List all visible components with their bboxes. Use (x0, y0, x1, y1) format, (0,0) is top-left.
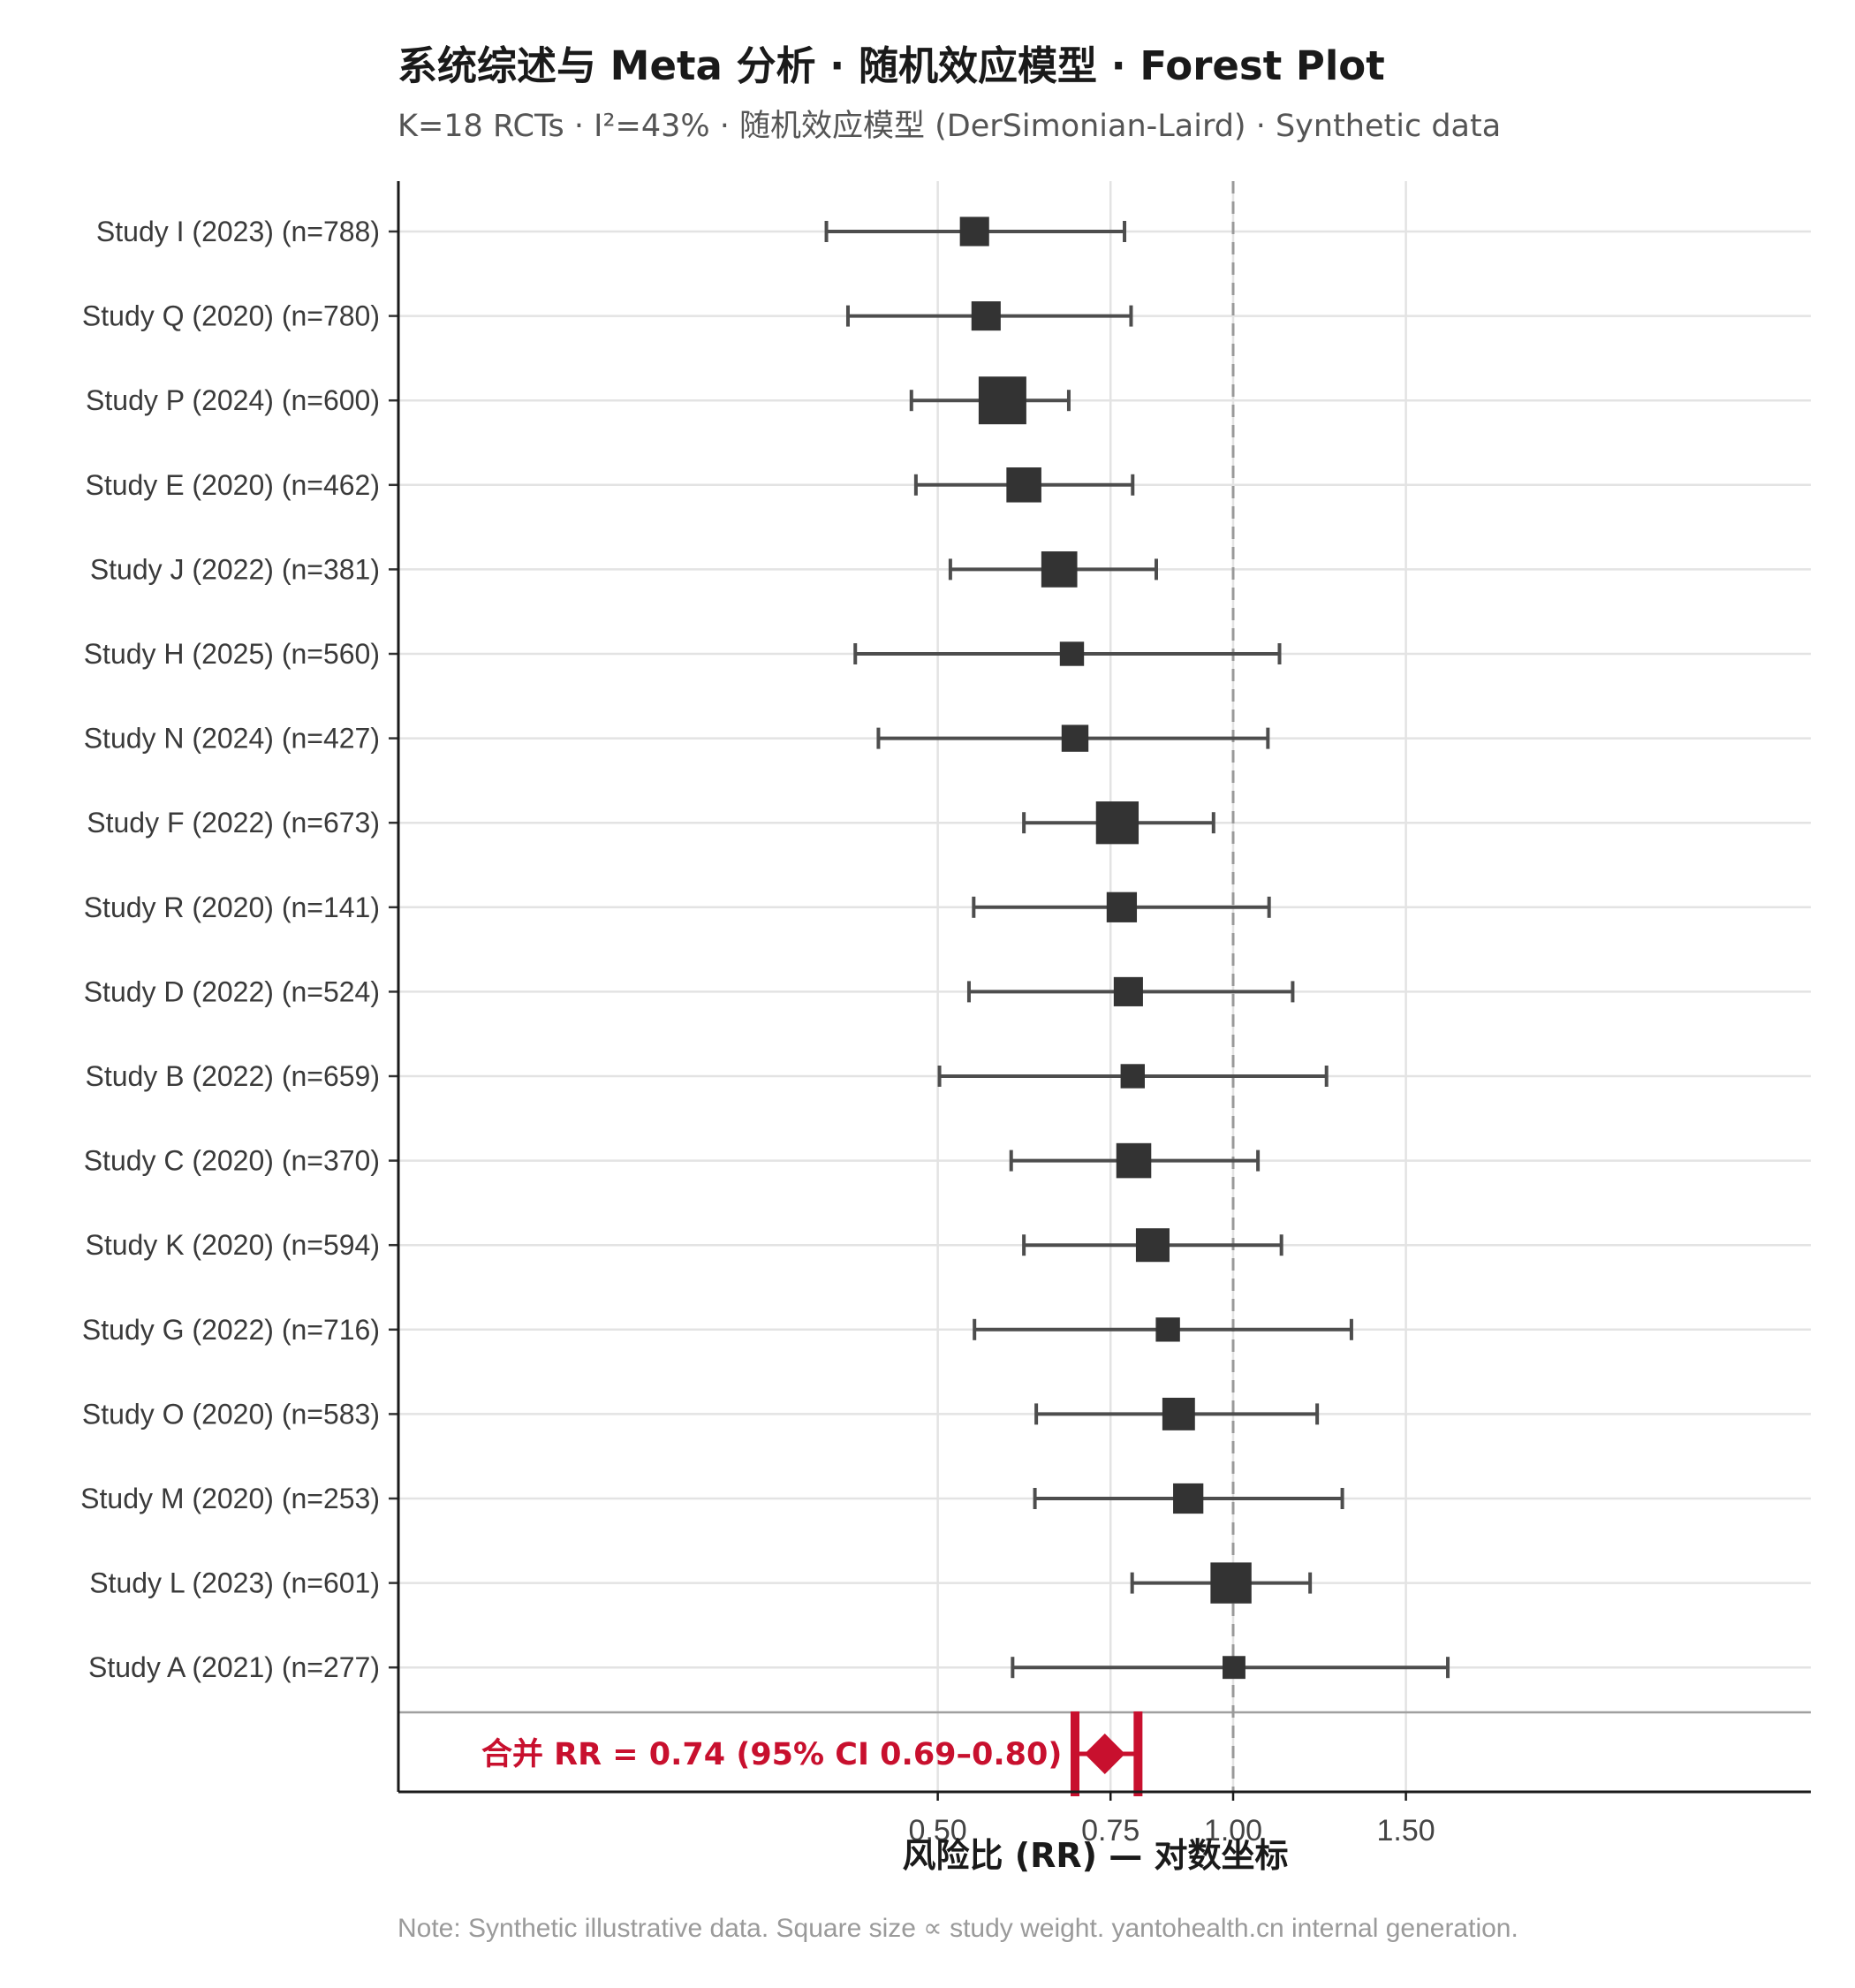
study-row: Study Q (2020) (n=780) (82, 300, 1133, 332)
study-label: Study O (2020) (n=583) (82, 1398, 380, 1430)
pooled-label: 合并 RR = 0.74 (95% CI 0.69–0.80) (481, 1737, 1062, 1772)
study-label: Study I (2023) (n=788) (96, 216, 380, 247)
study-estimate-square (1162, 1397, 1195, 1430)
study-row: Study F (2022) (n=673) (87, 801, 1215, 845)
study-estimate-square (1006, 467, 1041, 503)
x-tick-label: 0.50 (909, 1814, 967, 1848)
study-label: Study A (2021) (n=277) (88, 1651, 380, 1683)
study-label: Study H (2025) (n=560) (84, 638, 380, 670)
study-estimate-square (1059, 641, 1085, 666)
study-estimate-square (971, 301, 1001, 331)
study-estimate-square (1135, 1228, 1170, 1263)
study-label: Study R (2020) (n=141) (84, 892, 380, 923)
study-label: Study D (2022) (n=524) (84, 975, 380, 1007)
study-estimate-square (1095, 801, 1140, 845)
x-tick-label: 1.50 (1377, 1814, 1435, 1848)
study-estimate-square (1223, 1656, 1246, 1680)
footnote: Note: Synthetic illustrative data. Squar… (398, 1914, 1518, 1943)
study-row: Study B (2022) (n=659) (85, 1060, 1329, 1092)
axes (397, 181, 1811, 1794)
x-axis-label: 风险比 (RR) — 对数坐标 (903, 1836, 1289, 1875)
study-row: Study J (2022) (n=381) (90, 551, 1159, 588)
study-estimate-square (978, 376, 1026, 425)
study-estimate-square (1116, 1142, 1152, 1179)
study-label: Study P (2024) (n=600) (86, 384, 380, 416)
gridlines (398, 181, 1811, 1792)
study-row: Study I (2023) (n=788) (96, 216, 1127, 247)
study-label: Study J (2022) (n=381) (90, 553, 380, 585)
study-row: Study P (2024) (n=600) (86, 376, 1071, 425)
x-tick-label: 0.75 (1081, 1814, 1140, 1848)
study-row: Study K (2020) (n=594) (85, 1228, 1283, 1263)
study-label: Study C (2020) (n=370) (84, 1145, 380, 1177)
study-row: Study A (2021) (n=277) (88, 1651, 1450, 1683)
study-label: Study B (2022) (n=659) (85, 1060, 380, 1092)
study-label: Study L (2023) (n=601) (89, 1567, 380, 1599)
study-row: Study M (2020) (n=253) (80, 1483, 1344, 1514)
study-estimate-square (959, 216, 989, 247)
chart-title: 系统综述与 Meta 分析 · 随机效应模型 · Forest Plot (398, 42, 1385, 89)
pooled-ci-high-bar (1133, 1711, 1143, 1796)
study-rows: Study I (2023) (n=788) Study Q (2020) (n=… (80, 216, 1450, 1683)
study-row: Study E (2020) (n=462) (85, 467, 1135, 503)
study-row: Study O (2020) (n=583) (82, 1397, 1320, 1430)
pooled-estimate-group: 合并 RR = 0.74 (95% CI 0.69–0.80) (481, 1711, 1143, 1796)
study-label: Study F (2022) (n=673) (87, 807, 380, 838)
study-estimate-square (1210, 1562, 1252, 1604)
study-row: Study D (2022) (n=524) (84, 975, 1295, 1007)
study-row: Study R (2020) (n=141) (84, 892, 1271, 923)
study-estimate-square (1155, 1317, 1180, 1342)
study-label: Study G (2022) (n=716) (82, 1314, 380, 1346)
study-label: Study K (2020) (n=594) (85, 1229, 380, 1261)
study-label: Study E (2020) (n=462) (85, 469, 380, 501)
study-row: Study H (2025) (n=560) (84, 638, 1282, 670)
x-tick-label: 1.00 (1204, 1814, 1262, 1848)
chart-subtitle: K=18 RCTs · I²=43% · 随机效应模型 (DerSimonian… (398, 109, 1501, 144)
study-label: Study M (2020) (n=253) (80, 1483, 380, 1514)
study-label: Study N (2024) (n=427) (84, 723, 380, 755)
study-row: Study L (2023) (n=601) (89, 1562, 1313, 1604)
x-tick-labels: 0.50 0.75 1.00 1.50 (909, 1792, 1435, 1848)
study-estimate-square (1061, 725, 1089, 752)
study-estimate-square (1113, 976, 1143, 1006)
study-row: Study N (2024) (n=427) (84, 723, 1270, 755)
pooled-ci-low-bar (1070, 1711, 1079, 1796)
study-estimate-square (1106, 892, 1138, 922)
study-estimate-square (1173, 1483, 1204, 1514)
study-label: Study Q (2020) (n=780) (82, 300, 380, 332)
study-estimate-square (1120, 1064, 1145, 1089)
study-estimate-square (1041, 551, 1078, 588)
study-row: Study C (2020) (n=370) (84, 1142, 1261, 1179)
study-row: Study G (2022) (n=716) (82, 1314, 1353, 1346)
pooled-diamond (1084, 1734, 1125, 1774)
